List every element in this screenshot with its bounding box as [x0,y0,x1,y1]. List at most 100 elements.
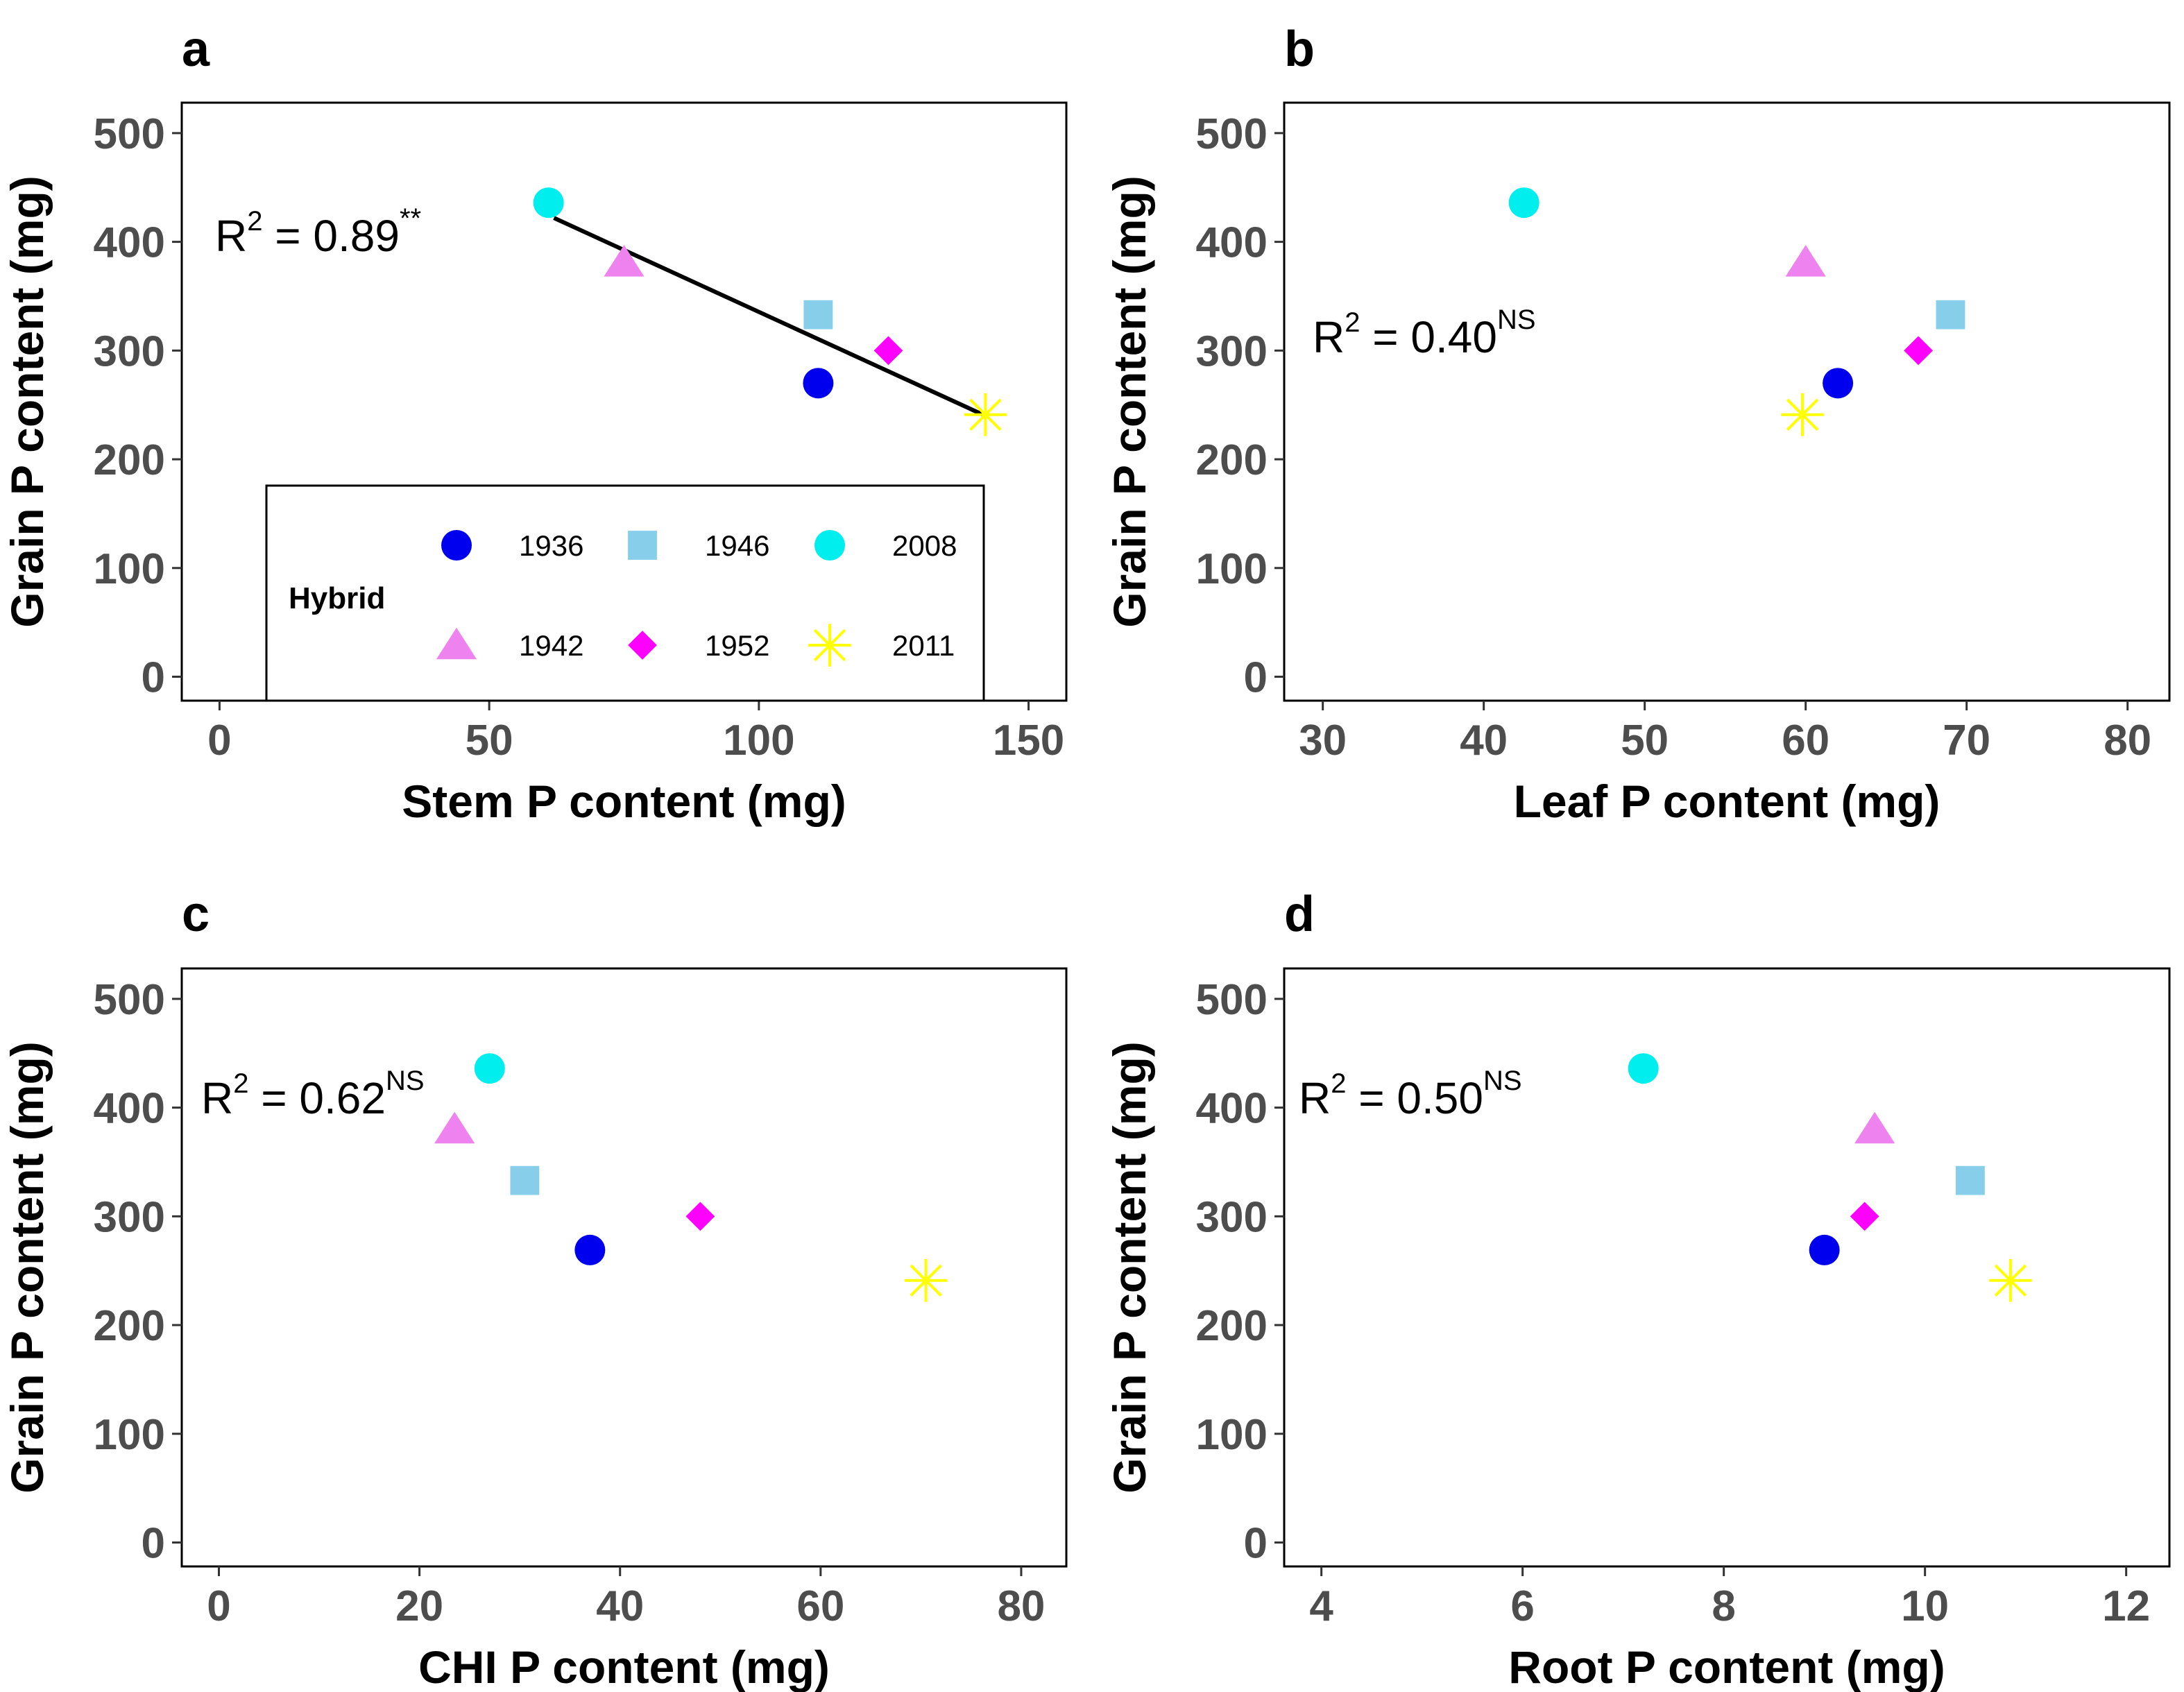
point-1946 [510,1165,540,1195]
y-tick-label: 0 [1244,654,1268,702]
point-1936 [1809,1234,1840,1265]
x-tick-label: 6 [1510,1582,1534,1630]
y-tick-label: 100 [1196,545,1268,593]
plot-area [180,967,1068,1568]
y-tick-label: 400 [94,219,165,267]
point-1942 [1785,245,1826,277]
point-1942 [434,1111,475,1144]
plot-area [1283,101,2171,702]
panel-b: b 30 40 50 60 70 80 0 100 200 300 400 500 Leaf P cont… [1104,22,2171,827]
r-squared-annotation: R2 = 0.62NS [201,1066,425,1123]
r-squared-annotation: R2 = 0.40NS [1313,305,1536,362]
legend-marker-1936 [441,530,472,561]
panel-letter: c [182,887,210,942]
point-2011 [904,1259,948,1302]
point-1936 [803,368,834,399]
y-tick-label: 300 [1196,327,1268,375]
x-tick-label: 10 [1901,1582,1949,1630]
legend-label-1942: 1942 [519,629,583,662]
y-tick-label: 200 [1196,1302,1268,1350]
legend-label-1936: 1936 [519,529,583,562]
x-tick-label: 4 [1309,1582,1333,1630]
x-tick-label: 0 [207,717,231,764]
panel-a: a 0 50 100 150 0 100 200 300 400 500 Stem P content… [1,22,1068,827]
r-squared-annotation: R2 = 0.50NS [1299,1066,1522,1123]
y-tick-label: 100 [1196,1411,1268,1459]
x-tick-label: 80 [997,1582,1045,1630]
x-tick-label: 50 [1621,717,1669,764]
y-axis-title: Grain P content (mg) [1,176,53,628]
legend: Hybrid 1936 1946 2008 1942 1952 2011 [265,484,985,702]
y-tick-label: 400 [94,1085,165,1133]
r-squared-annotation: R2 = 0.89** [215,203,421,261]
point-1942 [1854,1111,1895,1144]
y-axis-title: Grain P content (mg) [1,1041,53,1494]
y-tick-label: 300 [94,1193,165,1241]
point-1952 [1850,1202,1879,1231]
point-2008 [533,187,564,219]
point-2008 [474,1053,505,1084]
x-axis-title: Stem P content (mg) [402,776,846,827]
y-tick-label: 400 [1196,219,1268,267]
y-tick-label: 100 [94,545,165,593]
point-2008 [1628,1053,1659,1084]
panel-letter: d [1284,887,1315,942]
x-tick-label: 50 [466,717,513,764]
y-tick-label: 0 [142,654,165,702]
y-tick-label: 400 [1196,1085,1268,1133]
point-1946 [803,300,833,330]
y-tick-label: 200 [1196,436,1268,484]
legend-marker-1952 [628,631,657,660]
point-2011 [1781,393,1824,436]
y-tick-label: 500 [94,110,165,158]
legend-marker-2008 [814,530,845,561]
x-tick-label: 60 [1782,717,1829,764]
point-1946 [1936,300,1965,330]
y-tick-label: 500 [1196,976,1268,1024]
plot-area [1283,967,2171,1568]
x-tick-label: 80 [2104,717,2151,764]
legend-label-2008: 2008 [892,529,957,562]
y-tick-label: 0 [142,1520,165,1568]
y-tick-label: 300 [1196,1193,1268,1241]
legend-title: Hybrid [289,581,385,615]
x-tick-label: 12 [2102,1582,2150,1630]
x-tick-label: 150 [993,717,1064,764]
x-axis-title: CHI P content (mg) [418,1641,830,1692]
y-axis-title: Grain P content (mg) [1104,1041,1155,1494]
x-tick-label: 20 [395,1582,443,1630]
point-1952 [685,1202,715,1231]
legend-marker-2011 [808,624,851,667]
y-axis-title: Grain P content (mg) [1104,176,1155,628]
point-2011 [1989,1259,2032,1302]
y-tick-label: 0 [1244,1520,1268,1568]
x-axis-title: Root P content (mg) [1508,1641,1945,1692]
legend-label-1946: 1946 [705,529,769,562]
x-tick-label: 60 [796,1582,844,1630]
x-tick-label: 100 [723,717,794,764]
point-2008 [1508,187,1539,219]
panel-letter: b [1284,22,1315,77]
x-tick-label: 8 [1712,1582,1735,1630]
x-axis-title: Leaf P content (mg) [1514,776,1940,827]
y-tick-label: 500 [94,976,165,1024]
y-tick-label: 200 [94,436,165,484]
legend-label-1952: 1952 [705,629,769,662]
legend-label-2011: 2011 [892,629,955,662]
point-1942 [604,245,645,277]
point-2011 [964,393,1007,436]
x-tick-label: 40 [596,1582,644,1630]
point-1952 [1904,336,1933,366]
x-tick-label: 30 [1299,717,1347,764]
panel-c: c 0 20 40 60 80 0 100 200 300 400 500 CHI P content … [1,887,1068,1692]
legend-box [265,484,985,702]
y-tick-label: 200 [94,1302,165,1350]
panel-d: d 4 6 8 10 12 0 100 200 300 400 500 Root P content (… [1104,887,2171,1692]
x-tick-label: 0 [207,1582,230,1630]
x-tick-label: 40 [1460,717,1508,764]
point-1936 [574,1234,606,1265]
panel-letter: a [182,22,210,77]
point-1946 [1956,1165,1985,1195]
legend-marker-1946 [628,531,657,560]
